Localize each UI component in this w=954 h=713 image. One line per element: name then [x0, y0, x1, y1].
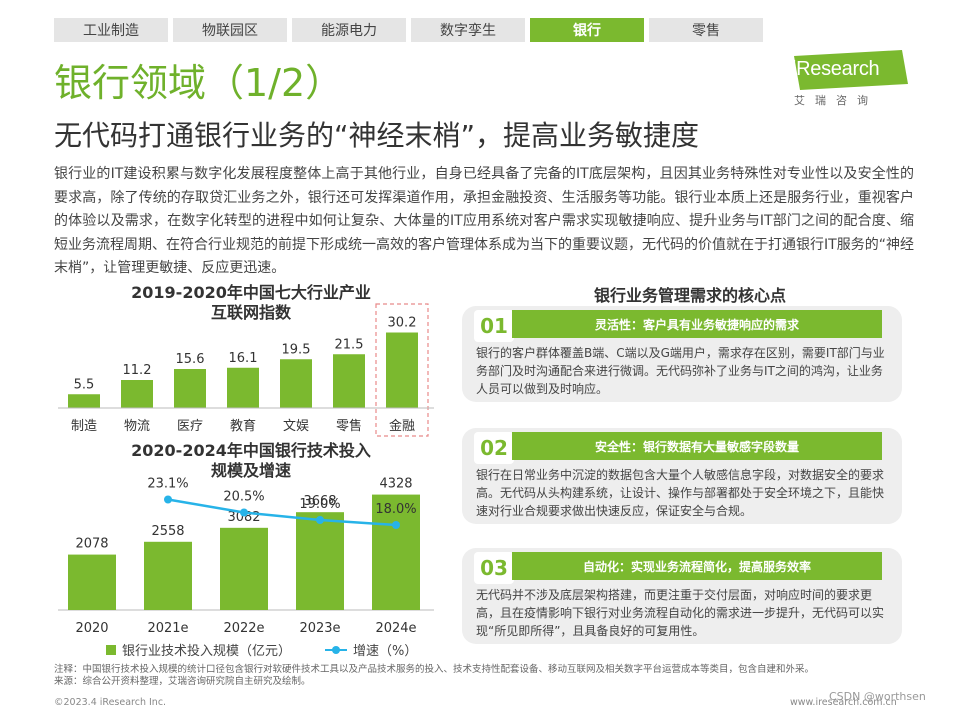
- footnote-note: 注释：中国银行技术投入规模的统计口径包含银行对软硬件技术工具以及产品技术服务的投…: [54, 664, 815, 675]
- watermark: CSDN @worthsen: [829, 690, 926, 703]
- logo-badge-icon: [794, 50, 908, 90]
- legend-line-label: 增速（%）: [353, 644, 418, 659]
- category-label: 2022e: [223, 621, 264, 636]
- bar-2022e: [220, 527, 268, 610]
- card-number: 02: [474, 432, 514, 464]
- tab-5[interactable]: 零售: [649, 18, 763, 42]
- category-label: 金融: [389, 418, 415, 434]
- growth-point: [164, 495, 172, 504]
- core-needs-title: 银行业务管理需求的核心点: [593, 286, 786, 305]
- growth-label: 18.0%: [375, 502, 416, 517]
- bar-零售: [333, 354, 365, 408]
- category-label: 2024e: [375, 621, 416, 636]
- category-label: 2023e: [299, 621, 340, 636]
- value-label: 16.1: [229, 351, 258, 366]
- card-number: 01: [474, 310, 514, 342]
- value-label: 5.5: [74, 377, 95, 392]
- bar-物流: [121, 380, 153, 408]
- card-heading: 灵活性：客户具有业务敏捷响应的需求: [512, 310, 882, 338]
- legend-bar-label: 银行业技术投入规模（亿元）: [122, 644, 292, 659]
- growth-line: [167, 498, 397, 527]
- legend-line-swatch: [325, 645, 348, 654]
- growth-point: [316, 516, 324, 524]
- card-text: 银行的客户群体覆盖B端、C端以及G端用户，需求存在区别，需要IT部门与业务部门及…: [476, 346, 885, 396]
- iresearch-logo: iResearch 艾瑞咨询: [790, 50, 910, 108]
- logo-text: iResearch: [792, 58, 880, 80]
- category-label: 医疗: [177, 419, 203, 434]
- card-heading: 自动化：实现业务流程简化，提高服务效率: [512, 552, 882, 580]
- value-label: 21.5: [335, 337, 364, 352]
- category-label: 2020: [75, 621, 108, 636]
- tab-3[interactable]: 数字孪生: [411, 18, 525, 42]
- chart2-legend: 银行业技术投入规模（亿元） 增速（%）: [106, 640, 417, 659]
- need-card-security: 02 安全性：银行数据有大量敏感字段数量 银行在日常业务中沉淀的数据包含大量个人…: [462, 428, 902, 524]
- category-label: 文娱: [283, 419, 309, 434]
- growth-label: 20.5%: [223, 490, 264, 505]
- value-label: 19.5: [282, 342, 311, 357]
- footnote-source: 来源：综合公开资料整理，艾瑞咨询研究院自主研究及绘制。: [54, 676, 311, 687]
- industry-index-bar-chart: 5.5 制造 11.2 物流 15.6 医疗 16.1 教育 19.5 文娱 21.5 零售 30.2 金…: [58, 303, 434, 437]
- industry-tabs: 工业制造 物联园区 能源电力 数字孪生 银行 零售: [54, 18, 763, 42]
- growth-point: [392, 521, 400, 529]
- intro-paragraph: 银行业的IT建设积累与数字化发展程度整体上高于其他行业，自身已经具备了完备的IT…: [54, 166, 914, 276]
- page-subtitle: 无代码打通银行业务的“神经末梢”，提高业务敏捷度: [54, 119, 700, 152]
- bar-金融: [386, 332, 418, 408]
- value-label: 15.6: [176, 352, 205, 367]
- category-label: 零售: [336, 418, 362, 434]
- tab-1[interactable]: 物联园区: [173, 18, 287, 42]
- card-heading: 安全性：银行数据有大量敏感字段数量: [512, 432, 882, 460]
- bank-tech-investment-chart: 2078202025582021e30822022e36682023e43282…: [58, 477, 434, 636]
- card-text: 无代码并不涉及底层架构搭建，而更注重于交付层面，对响应时间的要求更高，且在疫情影…: [476, 588, 885, 638]
- value-label: 2078: [75, 537, 108, 552]
- value-label: 4328: [379, 477, 412, 492]
- bar-2021e: [144, 541, 192, 610]
- bar-制造: [68, 394, 100, 408]
- card-number: 03: [474, 552, 514, 584]
- tab-0[interactable]: 工业制造: [54, 18, 168, 42]
- bar-2023e: [296, 512, 344, 610]
- legend-bar-swatch: [106, 644, 116, 655]
- value-label: 2558: [151, 524, 184, 539]
- value-label: 30.2: [388, 316, 417, 331]
- card-text: 银行在日常业务中沉淀的数据包含大量个人敏感信息字段，对数据安全的要求高。无代码从…: [476, 468, 885, 518]
- chart1-title: 2019-2020年中国七大行业产业 互联网指数: [131, 283, 371, 322]
- page-title: 银行领域（1/2）: [54, 61, 344, 105]
- tab-4[interactable]: 银行: [530, 18, 644, 42]
- need-card-flexibility: 01 灵活性：客户具有业务敏捷响应的需求 银行的客户群体覆盖B端、C端以及G端用…: [462, 306, 902, 402]
- category-label: 教育: [230, 418, 256, 434]
- need-card-automation: 03 自动化：实现业务流程简化，提高服务效率 无代码并不涉及底层架构搭建，而更注…: [462, 548, 902, 644]
- logo-subtext: 艾瑞咨询: [794, 94, 878, 107]
- value-label: 3668: [303, 494, 336, 509]
- category-label: 制造: [71, 419, 97, 434]
- copyright: ©2023.4 iResearch Inc.: [54, 697, 167, 708]
- growth-label: 23.1%: [147, 477, 188, 492]
- bar-文娱: [280, 359, 312, 408]
- bar-教育: [227, 367, 259, 408]
- footer-url: www.iresearch.com.cn: [790, 697, 897, 708]
- category-label: 2021e: [147, 621, 188, 636]
- bar-2020: [68, 554, 116, 610]
- growth-point: [240, 508, 248, 517]
- bar-2024e: [372, 494, 420, 610]
- value-label: 11.2: [123, 363, 152, 378]
- tab-2[interactable]: 能源电力: [292, 18, 406, 42]
- bar-医疗: [174, 369, 206, 408]
- chart2-title: 2020-2024年中国银行技术投入 规模及增速: [131, 441, 371, 480]
- growth-label: 19.0%: [299, 497, 340, 512]
- highlight-box: [375, 303, 429, 437]
- category-label: 物流: [124, 419, 150, 434]
- footnotes: 注释：中国银行技术投入规模的统计口径包含银行对软硬件技术工具以及产品技术服务的投…: [54, 664, 814, 688]
